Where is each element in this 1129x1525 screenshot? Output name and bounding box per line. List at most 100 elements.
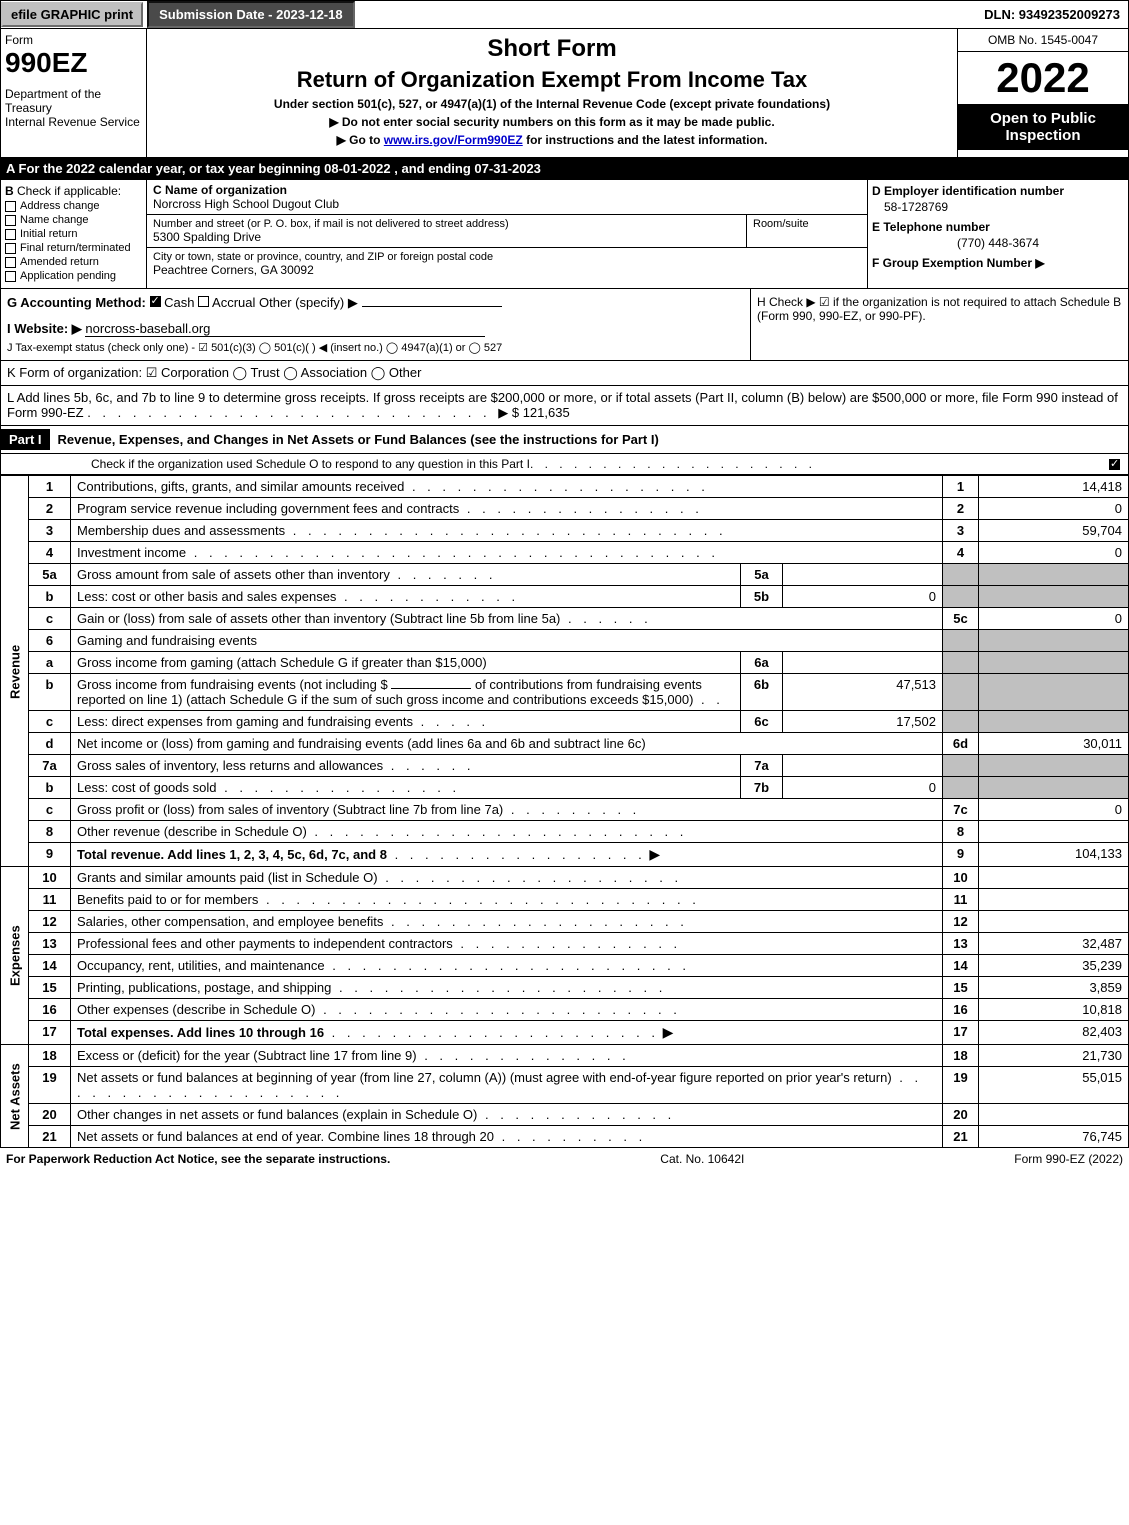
address-change-checkbox[interactable] <box>5 201 16 212</box>
phone-value: (770) 448-3674 <box>872 236 1124 250</box>
line-11-num: 11 <box>29 889 71 911</box>
line-10-result-num: 10 <box>943 867 979 889</box>
line-3-value: 59,704 <box>979 520 1129 542</box>
revenue-vertical-label: Revenue <box>1 476 29 867</box>
line-5c-desc: Gain or (loss) from sale of assets other… <box>77 611 560 626</box>
expenses-vertical-label: Expenses <box>1 867 29 1045</box>
section-k-form-org: K Form of organization: ☑ Corporation ◯ … <box>0 361 1129 386</box>
gross-receipts-amount: ▶ $ 121,635 <box>498 405 569 420</box>
efile-print-button[interactable]: efile GRAPHIC print <box>1 2 143 27</box>
section-g: G Accounting Method: Cash Accrual Other … <box>1 289 751 360</box>
line-3-num: 3 <box>29 520 71 542</box>
cash-checkbox[interactable] <box>150 296 161 307</box>
line-1-desc: Contributions, gifts, grants, and simila… <box>77 479 404 494</box>
line-19-desc: Net assets or fund balances at beginning… <box>77 1070 892 1085</box>
line-14-value: 35,239 <box>979 955 1129 977</box>
line-15-result-num: 15 <box>943 977 979 999</box>
line-13-desc: Professional fees and other payments to … <box>77 936 453 951</box>
line-6c-sub: 6c <box>741 711 783 733</box>
final-return-checkbox[interactable] <box>5 243 16 254</box>
line-18-result-num: 18 <box>943 1045 979 1067</box>
city-state-zip: Peachtree Corners, GA 30092 <box>153 263 861 277</box>
line-11-value <box>979 889 1129 911</box>
line-6-desc: Gaming and fundraising events <box>71 630 943 652</box>
line-18-num: 18 <box>29 1045 71 1067</box>
line-7b-sub: 7b <box>741 777 783 799</box>
line-12-value <box>979 911 1129 933</box>
form-label: Form <box>5 33 142 47</box>
accrual-label: Accrual <box>212 295 255 310</box>
line-1-num: 1 <box>29 476 71 498</box>
website-link[interactable]: norcross-baseball.org <box>85 321 485 337</box>
catalog-number: Cat. No. 10642I <box>660 1152 744 1166</box>
line-5b-subval: 0 <box>783 586 943 608</box>
line-6c-shaded-val <box>979 711 1129 733</box>
title-column: Short Form Return of Organization Exempt… <box>147 29 958 157</box>
line-2-desc: Program service revenue including govern… <box>77 501 459 516</box>
line-6b-subval: 47,513 <box>783 674 943 711</box>
name-change-checkbox[interactable] <box>5 215 16 226</box>
line-13-value: 32,487 <box>979 933 1129 955</box>
website-label: I Website: ▶ <box>7 321 82 336</box>
schedule-o-checkbox[interactable] <box>1109 459 1120 470</box>
check-applicable-label: Check if applicable: <box>17 184 121 198</box>
line-14-result-num: 14 <box>943 955 979 977</box>
group-exemption-label: F Group Exemption Number ▶ <box>872 256 1124 270</box>
line-18-desc: Excess or (deficit) for the year (Subtra… <box>77 1048 417 1063</box>
line-1-value: 14,418 <box>979 476 1129 498</box>
initial-return-checkbox[interactable] <box>5 229 16 240</box>
line-6a-shaded <box>943 652 979 674</box>
line-8-num: 8 <box>29 821 71 843</box>
amended-return-checkbox[interactable] <box>5 257 16 268</box>
line-2-num: 2 <box>29 498 71 520</box>
section-l-gross-receipts: L Add lines 5b, 6c, and 7b to line 9 to … <box>0 386 1129 426</box>
line-8-desc: Other revenue (describe in Schedule O) <box>77 824 307 839</box>
line-13-result-num: 13 <box>943 933 979 955</box>
line-10-value <box>979 867 1129 889</box>
name-change-label: Name change <box>20 214 89 226</box>
section-d-e-f: D Employer identification number 58-1728… <box>868 180 1128 288</box>
line-20-result-num: 20 <box>943 1104 979 1126</box>
line-4-value: 0 <box>979 542 1129 564</box>
section-a-tax-year: A For the 2022 calendar year, or tax yea… <box>0 158 1129 179</box>
section-c-org-info: C Name of organization Norcross High Sch… <box>147 180 868 288</box>
room-suite-label: Room/suite <box>747 215 867 247</box>
line-6a-subval <box>783 652 943 674</box>
application-pending-checkbox[interactable] <box>5 271 16 282</box>
line-18-value: 21,730 <box>979 1045 1129 1067</box>
line-2-value: 0 <box>979 498 1129 520</box>
line-16-num: 16 <box>29 999 71 1021</box>
line-7a-subval <box>783 755 943 777</box>
amended-return-label: Amended return <box>20 256 99 268</box>
accrual-checkbox[interactable] <box>198 296 209 307</box>
line-6c-num: c <box>29 711 71 733</box>
line-7c-num: c <box>29 799 71 821</box>
line-9-result-num: 9 <box>943 843 979 867</box>
line-17-num: 17 <box>29 1021 71 1045</box>
line-6b-shaded-val <box>979 674 1129 711</box>
line-5a-num: 5a <box>29 564 71 586</box>
cash-label: Cash <box>164 295 194 310</box>
line-9-num: 9 <box>29 843 71 867</box>
street-label: Number and street (or P. O. box, if mail… <box>153 218 740 230</box>
section-g-h: G Accounting Method: Cash Accrual Other … <box>0 289 1129 361</box>
part-1-title: Revenue, Expenses, and Changes in Net As… <box>50 432 659 447</box>
schedule-o-check-text: Check if the organization used Schedule … <box>91 457 530 471</box>
ssn-warning: ▶ Do not enter social security numbers o… <box>153 115 951 129</box>
irs-link[interactable]: www.irs.gov/Form990EZ <box>384 133 523 147</box>
application-pending-label: Application pending <box>20 270 116 282</box>
line-11-desc: Benefits paid to or for members <box>77 892 258 907</box>
line-21-result-num: 21 <box>943 1126 979 1148</box>
line-10-desc: Grants and similar amounts paid (list in… <box>77 870 378 885</box>
omb-number: OMB No. 1545-0047 <box>958 29 1128 52</box>
right-column: OMB No. 1545-0047 2022 Open to Public In… <box>958 29 1128 157</box>
line-6d-desc: Net income or (loss) from gaming and fun… <box>71 733 943 755</box>
paperwork-notice: For Paperwork Reduction Act Notice, see … <box>6 1152 390 1166</box>
line-7b-subval: 0 <box>783 777 943 799</box>
line-21-num: 21 <box>29 1126 71 1148</box>
line-1-result-num: 1 <box>943 476 979 498</box>
line-8-result-num: 8 <box>943 821 979 843</box>
ein-label: D Employer identification number <box>872 184 1124 198</box>
line-12-num: 12 <box>29 911 71 933</box>
ein-value: 58-1728769 <box>884 200 1124 214</box>
